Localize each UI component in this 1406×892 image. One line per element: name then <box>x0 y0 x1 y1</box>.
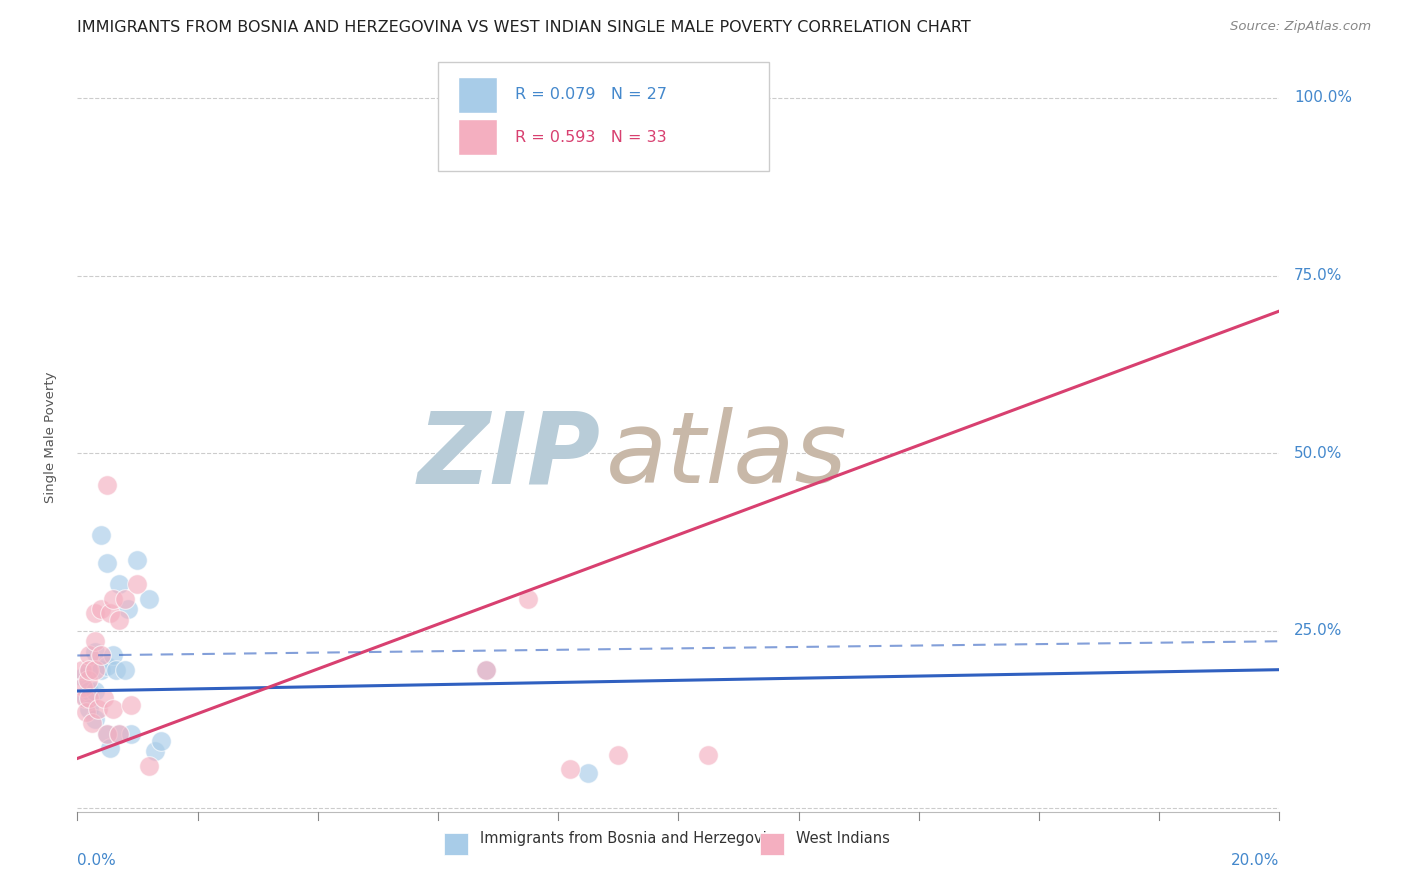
Point <box>103 702 125 716</box>
Point <box>114 663 136 677</box>
Point <box>79 691 101 706</box>
Point <box>475 663 498 677</box>
Point <box>145 744 167 758</box>
Text: West Indians: West Indians <box>796 831 890 847</box>
Point <box>96 726 118 740</box>
Point <box>84 663 107 677</box>
Point <box>576 765 599 780</box>
Point <box>79 702 101 716</box>
Point <box>607 747 630 762</box>
Point <box>84 645 107 659</box>
Point <box>90 527 112 541</box>
Point <box>90 602 112 616</box>
Text: 75.0%: 75.0% <box>1294 268 1343 283</box>
Text: 0.0%: 0.0% <box>77 853 117 868</box>
Text: Single Male Poverty: Single Male Poverty <box>45 371 58 503</box>
Point <box>96 478 118 492</box>
Point <box>72 681 94 695</box>
Point <box>103 648 125 663</box>
Point <box>108 577 131 591</box>
Point <box>84 684 107 698</box>
Point <box>96 726 118 740</box>
Text: IMMIGRANTS FROM BOSNIA AND HERZEGOVINA VS WEST INDIAN SINGLE MALE POVERTY CORREL: IMMIGRANTS FROM BOSNIA AND HERZEGOVINA V… <box>77 20 972 35</box>
FancyBboxPatch shape <box>458 120 496 155</box>
Point <box>103 591 125 606</box>
FancyBboxPatch shape <box>444 833 468 855</box>
Text: R = 0.079   N = 27: R = 0.079 N = 27 <box>515 87 666 103</box>
Text: 25.0%: 25.0% <box>1294 624 1343 638</box>
Point <box>108 726 131 740</box>
Point <box>96 556 118 570</box>
FancyBboxPatch shape <box>761 833 785 855</box>
Text: 100.0%: 100.0% <box>1294 90 1353 105</box>
Point <box>105 663 128 677</box>
Point <box>560 762 582 776</box>
Point <box>70 663 93 677</box>
Point <box>100 740 122 755</box>
Point <box>73 691 96 706</box>
Point <box>120 698 142 713</box>
Point <box>79 663 101 677</box>
Point <box>117 602 139 616</box>
Text: ZIP: ZIP <box>418 408 600 504</box>
Point <box>79 648 101 663</box>
Point <box>72 670 94 684</box>
Point <box>87 702 110 716</box>
Point <box>114 591 136 606</box>
Point <box>90 663 112 677</box>
Point <box>127 577 149 591</box>
Point <box>138 591 160 606</box>
Point <box>108 726 131 740</box>
Point <box>697 747 720 762</box>
Text: Source: ZipAtlas.com: Source: ZipAtlas.com <box>1230 20 1371 33</box>
FancyBboxPatch shape <box>458 77 496 112</box>
Text: atlas: atlas <box>606 408 848 504</box>
Point <box>517 591 540 606</box>
Point <box>82 715 104 730</box>
Point <box>96 659 118 673</box>
Point <box>79 684 101 698</box>
Point <box>93 691 115 706</box>
Point <box>84 712 107 726</box>
Point <box>150 733 173 747</box>
Text: 50.0%: 50.0% <box>1294 446 1343 460</box>
FancyBboxPatch shape <box>439 62 769 171</box>
Point <box>127 552 149 566</box>
Point <box>138 758 160 772</box>
Text: Immigrants from Bosnia and Herzegovina: Immigrants from Bosnia and Herzegovina <box>479 831 785 847</box>
Point <box>84 606 107 620</box>
Point <box>90 648 112 663</box>
Point <box>100 606 122 620</box>
Text: R = 0.593   N = 33: R = 0.593 N = 33 <box>515 130 666 145</box>
Point <box>84 634 107 648</box>
Text: 20.0%: 20.0% <box>1232 853 1279 868</box>
Point <box>79 663 101 677</box>
Point <box>77 673 100 688</box>
Point <box>75 691 97 706</box>
Point <box>120 726 142 740</box>
Point <box>75 706 97 720</box>
Point <box>475 663 498 677</box>
Point <box>637 91 659 105</box>
Point <box>108 613 131 627</box>
